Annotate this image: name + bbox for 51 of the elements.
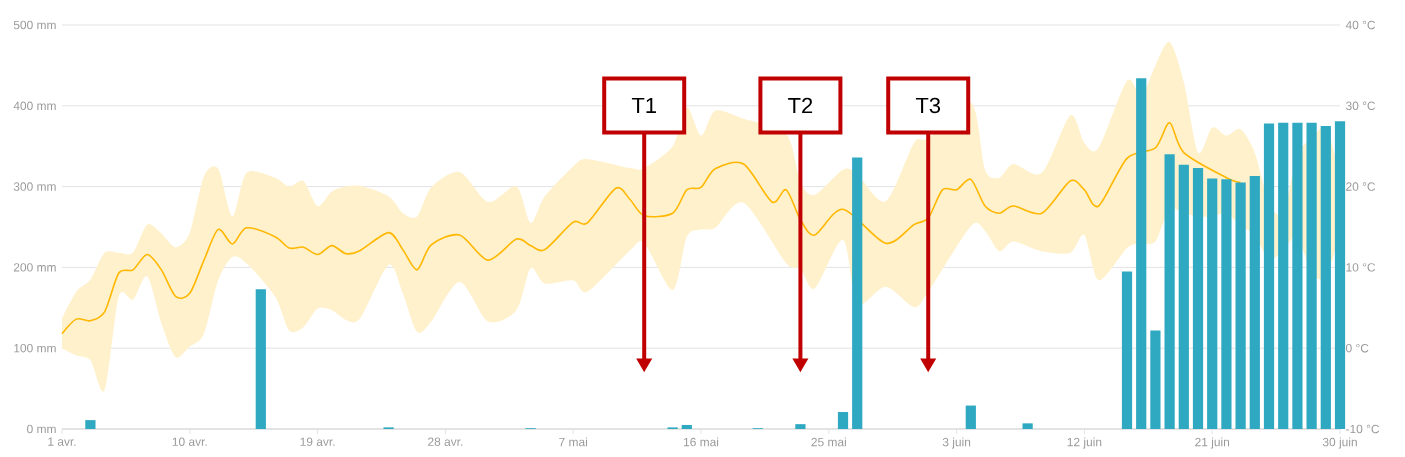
bar [1263, 123, 1275, 429]
bar [255, 289, 266, 429]
bar [852, 157, 863, 429]
x-tick-label: 10 avr. [172, 437, 207, 446]
bar [1320, 126, 1331, 429]
y-tick-label: 100 mm [14, 343, 56, 353]
line-series [61, 121, 1242, 335]
y-tick-label: 400 mm [13, 101, 56, 111]
x-tick-label: 7 mai [559, 437, 587, 447]
bar [1121, 271, 1133, 429]
bar [795, 424, 806, 429]
bar [1278, 122, 1289, 429]
bar [1178, 164, 1189, 429]
bar [1192, 168, 1204, 429]
bar [965, 405, 976, 429]
bar [837, 412, 849, 429]
y-tick-label: 0 mm [27, 424, 56, 434]
x-tick-label: 25 mai [811, 437, 846, 447]
x-tick-label: 21 juin [1195, 437, 1230, 449]
bar [1022, 423, 1033, 429]
x-tick-label: 1 avr. [48, 437, 76, 446]
y2-tick-label: 20 °C [1346, 182, 1376, 191]
bar [1306, 122, 1317, 429]
x-tick-label: 3 juin [942, 437, 971, 449]
bar [1292, 122, 1303, 429]
bar [1150, 330, 1161, 429]
ref-line-label: T1 [631, 97, 656, 113]
y2-tick-label: 10 °C [1346, 263, 1376, 272]
x-tick-label: 28 avr. [428, 437, 463, 446]
y2-tick-label: 40 °C [1345, 20, 1376, 30]
x-tick-label: 12 juin [1067, 437, 1102, 449]
x-tick-label: 16 mai [683, 437, 719, 447]
bar [85, 420, 96, 429]
y-tick-label: 300 mm [13, 182, 56, 191]
y2-tick-label: -10 °C [1346, 424, 1380, 434]
y2-tick-label: 30 °C [1345, 101, 1376, 111]
x-tick-label: 19 avr. [300, 437, 335, 446]
ref-line-label: T3 [915, 97, 941, 114]
bar [681, 424, 692, 429]
bar [1136, 78, 1147, 429]
y-tick-label: 200 mm [13, 263, 56, 272]
bar [1164, 154, 1175, 429]
bar [1334, 121, 1346, 429]
bar [1221, 179, 1232, 429]
bar [1207, 178, 1218, 429]
ref-line-label: T2 [788, 97, 813, 114]
y-tick-label: 500 mm [13, 20, 56, 30]
bar [1249, 176, 1260, 429]
x-tick-label: 30 juin [1322, 437, 1357, 449]
bar [1235, 182, 1246, 429]
y2-tick-label: 0 °C [1346, 343, 1369, 353]
